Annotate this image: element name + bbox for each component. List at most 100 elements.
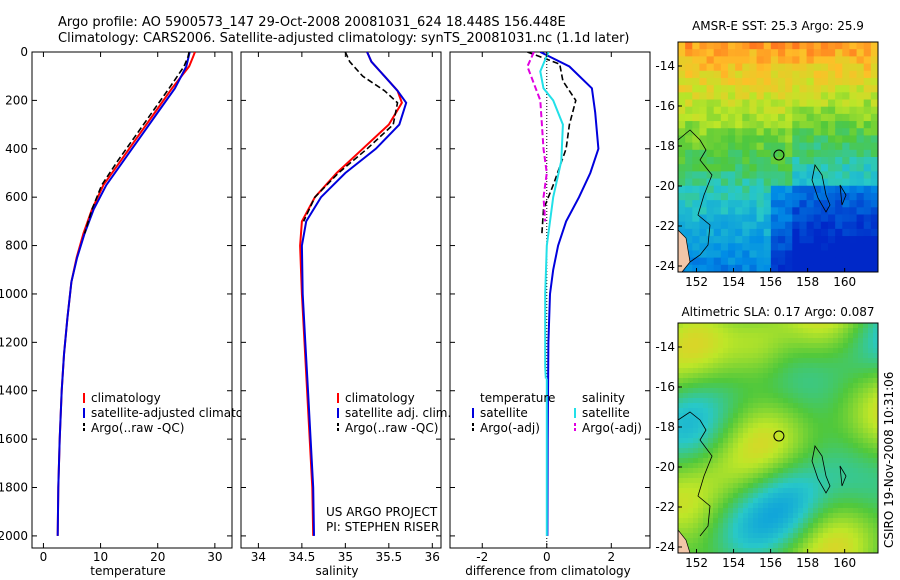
sla-map-cell <box>863 488 869 494</box>
reef-contours <box>678 411 847 537</box>
sst-map-cell <box>720 236 729 244</box>
sst-map-cell <box>870 157 878 165</box>
sla-map-cell <box>733 418 739 424</box>
sla-map-cell <box>788 353 794 359</box>
sla-map-cell <box>858 488 864 494</box>
sst-map-cell <box>720 171 729 180</box>
sla-map-cell <box>728 408 734 414</box>
sla-map-cell <box>793 448 799 454</box>
sst-map-cell <box>735 85 743 93</box>
sst-map-cell <box>713 113 722 122</box>
sla-map-cell <box>678 378 684 384</box>
sla-map-cell <box>828 468 834 474</box>
sla-map-cell <box>688 533 694 539</box>
sla-map-cell <box>698 353 704 359</box>
sla-map-cell <box>743 533 749 539</box>
sst-map-cell <box>728 264 736 272</box>
sla-map-cell <box>763 443 769 449</box>
sla-map-cell <box>813 543 819 549</box>
sst-map-cell <box>763 149 772 158</box>
sla-map-cell <box>833 513 839 519</box>
sst-map-cell <box>692 228 701 237</box>
sla-map-cell <box>868 468 874 474</box>
sst-map-cell <box>699 214 708 223</box>
salinity-x-label: salinity <box>315 564 358 578</box>
sla-map-cell <box>788 538 794 544</box>
sla-map-cell <box>813 348 819 354</box>
sla-map-cell <box>698 473 704 479</box>
sla-map-cell <box>818 373 824 379</box>
sla-map-cell <box>848 538 854 544</box>
sla-map-cell <box>683 423 689 429</box>
sst-map-cell <box>799 157 808 165</box>
sst-map-cell <box>792 70 801 79</box>
sla-map-cell <box>763 473 769 479</box>
sla-map-cell <box>808 323 814 329</box>
sla-map-cell <box>683 518 689 524</box>
sla-map-cell <box>763 523 769 529</box>
sla-map-cell <box>713 543 719 549</box>
sla-map-cell <box>848 368 854 374</box>
sla-map-cell <box>723 378 729 384</box>
sla-map-cell <box>768 543 774 549</box>
sla-map-cell <box>678 393 684 399</box>
sla-map-cell <box>763 373 769 379</box>
sla-map-cell <box>698 458 704 464</box>
sla-map-cell <box>773 523 779 529</box>
sla-map-cell <box>853 323 859 329</box>
sst-map-cell <box>692 207 701 216</box>
sla-map-cell <box>738 358 744 364</box>
sst-map-cell <box>813 121 822 129</box>
sla-map-cell <box>773 413 779 419</box>
sla-map-cell <box>678 448 684 454</box>
sla-map-cell <box>713 483 719 489</box>
sst-map-cell <box>849 264 858 272</box>
sla-map-cell <box>718 538 724 544</box>
sla-map-cell <box>733 403 739 409</box>
sla-map-cell <box>698 543 704 549</box>
sst-map-cell <box>828 99 836 108</box>
sla-map-cell <box>768 413 774 419</box>
sla-map-cell <box>843 368 849 374</box>
sla-map-cell <box>698 533 704 539</box>
sst-map-cell <box>720 70 729 79</box>
sla-map-cell <box>783 413 789 419</box>
sla-map-cell <box>763 333 769 339</box>
sla-map-cell <box>713 433 719 439</box>
sla-map-cell <box>773 458 779 464</box>
sla-map-cell <box>753 393 759 399</box>
sst-map-cell <box>713 243 722 252</box>
sst-map-cell <box>792 228 801 237</box>
sla-map-cell <box>718 453 724 459</box>
sst-map-cell <box>806 128 815 137</box>
sst-map-cell <box>778 49 786 57</box>
sla-map-cell <box>748 503 754 509</box>
sst-map-cell <box>849 214 858 223</box>
sst-map-cell <box>813 178 822 187</box>
sla-map-cell <box>798 423 804 429</box>
sst-map-cell <box>678 135 686 144</box>
sla-map-cell <box>723 463 729 469</box>
sst-map-cell <box>706 264 715 272</box>
sst-map-cell <box>806 178 815 187</box>
sst-map-cell <box>706 77 715 86</box>
sla-map-cell <box>803 403 809 409</box>
sst-map-cell <box>849 221 858 230</box>
sla-map-cell <box>853 438 859 444</box>
sla-map-cell <box>793 373 799 379</box>
sla-map-cell <box>828 393 834 399</box>
sla-map-cell <box>788 478 794 484</box>
sla-map-cell <box>828 473 834 479</box>
sla-map-cell <box>818 328 824 334</box>
sla-map-cell <box>753 488 759 494</box>
sla-map-cell <box>733 353 739 359</box>
sla-map-cell <box>703 358 709 364</box>
sla-map-cell <box>753 503 759 509</box>
sst-map-cell <box>863 178 872 187</box>
sla-map-cell <box>823 323 829 329</box>
sla-map-cell <box>853 483 859 489</box>
sla-map-cell <box>763 533 769 539</box>
sst-map-cell <box>699 106 708 115</box>
sla-map-cell <box>788 413 794 419</box>
sst-map-cell <box>770 92 779 101</box>
